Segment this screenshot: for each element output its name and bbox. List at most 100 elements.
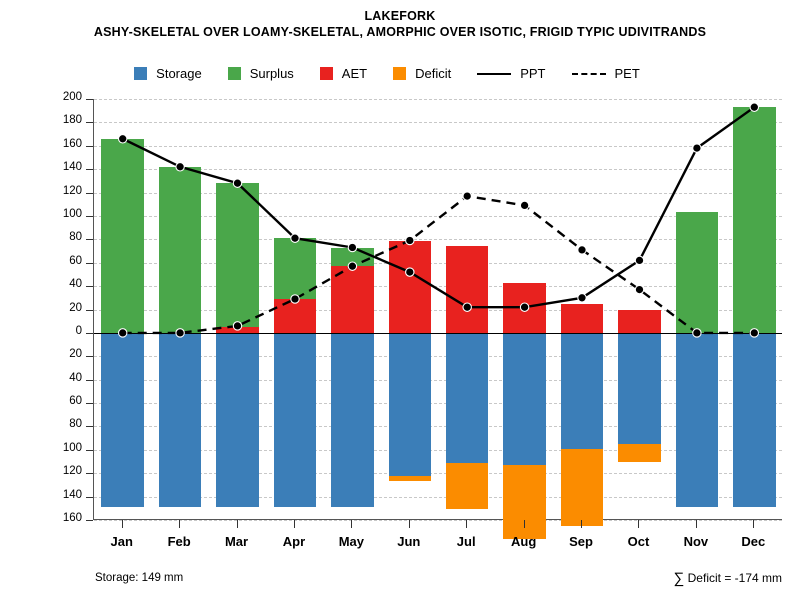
bar-segment-aet (445, 246, 489, 333)
x-tick-mark (695, 520, 697, 528)
bar-segment-storage (733, 332, 776, 508)
bar-column-nov[interactable] (675, 99, 719, 519)
y-tick-label: 140 (62, 161, 82, 174)
bar-segment-storage (158, 332, 202, 508)
y-tick-label: 0 (75, 324, 82, 337)
y-tick-mark (86, 99, 93, 100)
bar-column-apr[interactable] (273, 99, 317, 519)
y-tick-label: 80 (69, 418, 82, 431)
legend-label: AET (341, 66, 368, 81)
x-tick-label-may: May (338, 534, 365, 549)
x-tick-label-mar: Mar (224, 534, 249, 549)
y-tick-label: 60 (69, 254, 82, 267)
y-tick-mark (86, 520, 93, 521)
x-tick-label-apr: Apr (282, 534, 306, 549)
bar-segment-surplus (733, 107, 776, 333)
y-tick-label: 40 (69, 278, 82, 291)
y-tick-mark (86, 379, 93, 381)
storage-note: Storage: 149 mm (95, 572, 184, 584)
y-tick-label: 160 (62, 137, 82, 150)
x-tick-mark (121, 520, 123, 528)
y-tick-mark (86, 473, 93, 475)
bar-segment-surplus (675, 212, 719, 333)
x-tick-label-nov: Nov (683, 534, 709, 549)
bar-segment-aet (273, 298, 317, 333)
bar-column-mar[interactable] (216, 99, 259, 519)
x-tick-mark (753, 520, 755, 528)
bar-column-sep[interactable] (560, 99, 604, 526)
legend-item-surplus[interactable]: Surplus (227, 66, 294, 81)
y-tick-label: 120 (62, 184, 82, 197)
bar-segment-aet (503, 282, 546, 333)
x-tick-mark (408, 520, 410, 528)
x-tick-label-jun: Jun (397, 534, 421, 549)
page-title: LAKEFORK (364, 9, 436, 23)
bar-column-jun[interactable] (388, 99, 432, 519)
x-tick-mark (236, 520, 238, 528)
bar-column-oct[interactable] (618, 99, 661, 519)
bar-column-may[interactable] (331, 99, 374, 519)
y-tick-mark (86, 286, 93, 288)
x-tick-label-jan: Jan (110, 534, 133, 549)
x-tick-label-oct: Oct (627, 534, 650, 549)
y-tick-mark (86, 332, 93, 334)
bar-segment-surplus (273, 238, 317, 299)
x-tick-mark (351, 520, 353, 528)
legend-item-aet[interactable]: AET (319, 66, 368, 81)
sigma-icon: ∑ (673, 570, 685, 587)
bar-segment-deficit (618, 443, 661, 462)
bar-segment-surplus (216, 183, 259, 328)
bar-column-dec[interactable] (733, 99, 776, 519)
y-tick-mark (86, 426, 93, 428)
y-tick-mark (86, 309, 93, 311)
bar-column-jan[interactable] (101, 99, 144, 519)
y-tick-mark (86, 215, 93, 217)
gridline (94, 99, 782, 100)
bar-column-jul[interactable] (445, 99, 489, 519)
bar-segment-aet (560, 303, 604, 333)
bar-segment-storage (331, 332, 374, 508)
gridline (94, 496, 782, 498)
y-tick-mark (86, 239, 93, 241)
bar-segment-storage (560, 332, 604, 449)
gridline (94, 473, 782, 475)
deficit-note-text: Deficit = -174 mm (687, 571, 782, 585)
y-tick-label: 180 (62, 114, 82, 127)
x-tick-mark (179, 520, 181, 528)
bar-group (94, 99, 782, 539)
legend-item-pet[interactable]: PET (571, 66, 640, 81)
title-block: LAKEFORK ASHY-SKELETAL OVER LOAMY-SKELET… (0, 8, 800, 40)
bar-segment-storage (503, 332, 546, 466)
bar-segment-deficit (388, 475, 432, 482)
x-tick-label-aug: Aug (510, 534, 537, 549)
square-swatch-icon (319, 67, 333, 80)
bar-segment-storage (675, 332, 719, 508)
chart-legend: Storage Surplus AET Deficit PPT PET (0, 66, 800, 81)
y-tick-mark (86, 145, 93, 147)
solid-line-icon (477, 72, 512, 75)
y-tick-label: 140 (62, 488, 82, 501)
legend-item-deficit[interactable]: Deficit (393, 66, 451, 81)
x-tick-mark (466, 520, 468, 528)
bar-segment-storage (618, 332, 661, 444)
bar-segment-storage (273, 332, 317, 508)
y-tick-label: 20 (69, 301, 82, 314)
x-tick-mark (581, 520, 583, 528)
x-tick-mark (293, 520, 295, 528)
y-tick-mark (86, 122, 93, 124)
gridline (94, 520, 782, 521)
plot-area (93, 99, 782, 539)
square-swatch-icon (393, 67, 407, 80)
legend-item-ppt[interactable]: PPT (477, 66, 546, 81)
bar-segment-deficit (560, 448, 604, 526)
bar-segment-storage (445, 332, 489, 463)
square-swatch-icon (227, 67, 241, 80)
y-tick-mark (86, 496, 93, 498)
bar-column-feb[interactable] (158, 99, 202, 519)
bar-column-aug[interactable] (503, 99, 546, 539)
legend-item-storage[interactable]: Storage (134, 66, 202, 81)
bar-segment-storage (216, 332, 259, 508)
x-tick-label-jul: Jul (456, 534, 476, 549)
bar-segment-aet (618, 309, 661, 333)
